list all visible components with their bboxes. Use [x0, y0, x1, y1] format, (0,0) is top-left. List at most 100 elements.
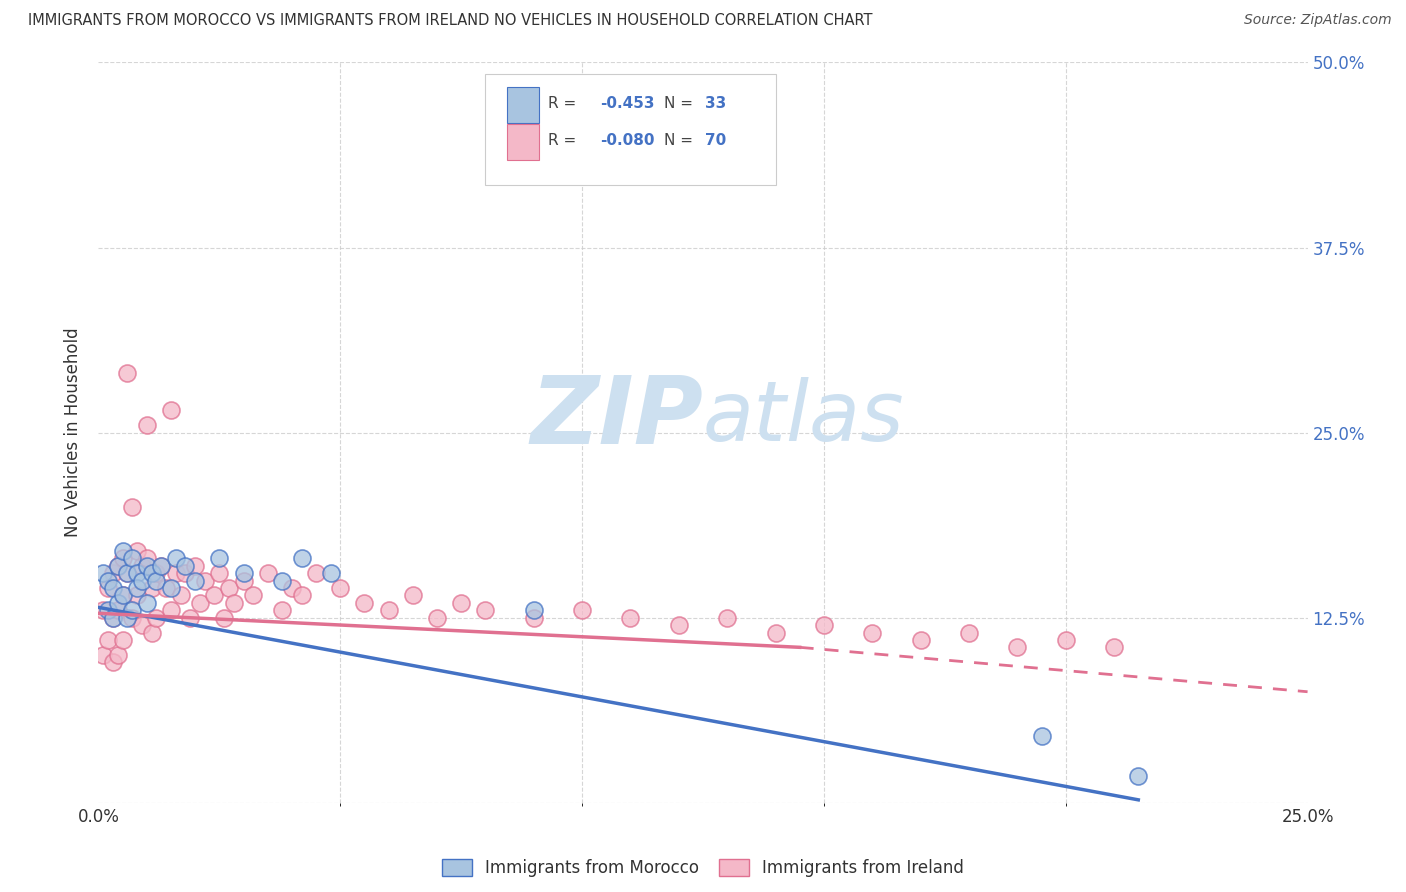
Text: N =: N =	[664, 133, 699, 148]
Point	[101, 610, 124, 624]
Point	[329, 581, 352, 595]
FancyBboxPatch shape	[485, 73, 776, 185]
Point	[256, 566, 278, 581]
Point	[160, 403, 183, 417]
Point	[97, 603, 120, 617]
Point	[101, 566, 124, 581]
Point	[131, 574, 153, 588]
Point	[290, 589, 312, 603]
Point	[668, 618, 690, 632]
Point	[232, 566, 254, 581]
Point	[145, 566, 167, 581]
Point	[218, 581, 240, 595]
Point	[111, 632, 134, 647]
Point	[619, 610, 641, 624]
Point	[91, 648, 114, 662]
Point	[188, 596, 211, 610]
Point	[353, 596, 375, 610]
Point	[101, 610, 124, 624]
Point	[135, 558, 157, 573]
Point	[91, 566, 114, 581]
Point	[101, 581, 124, 595]
Point	[121, 603, 143, 617]
Text: -0.453: -0.453	[600, 95, 655, 111]
Text: ZIP: ZIP	[530, 372, 703, 464]
Point	[1007, 640, 1029, 655]
Point	[523, 610, 546, 624]
Point	[165, 566, 187, 581]
Point	[1031, 729, 1053, 743]
Point	[957, 625, 980, 640]
Point	[97, 632, 120, 647]
Point	[127, 589, 149, 603]
Point	[204, 589, 226, 603]
Point	[474, 603, 496, 617]
Text: atlas: atlas	[703, 377, 904, 458]
Point	[813, 618, 835, 632]
Point	[117, 367, 139, 381]
Point	[179, 610, 201, 624]
Point	[1128, 769, 1150, 783]
Point	[127, 581, 149, 595]
Point	[107, 603, 129, 617]
Point	[160, 581, 183, 595]
Point	[305, 566, 328, 581]
Text: -0.080: -0.080	[600, 133, 655, 148]
Y-axis label: No Vehicles in Household: No Vehicles in Household	[65, 327, 83, 538]
Point	[174, 566, 197, 581]
Text: 33: 33	[706, 95, 727, 111]
Point	[145, 574, 167, 588]
Point	[117, 566, 139, 581]
Point	[222, 596, 245, 610]
Point	[121, 500, 143, 514]
Point	[111, 544, 134, 558]
Point	[111, 589, 134, 603]
Point	[107, 558, 129, 573]
Text: IMMIGRANTS FROM MOROCCO VS IMMIGRANTS FROM IRELAND NO VEHICLES IN HOUSEHOLD CORR: IMMIGRANTS FROM MOROCCO VS IMMIGRANTS FR…	[28, 13, 873, 29]
Point	[1102, 640, 1125, 655]
Point	[571, 603, 593, 617]
Point	[101, 655, 124, 669]
Point	[111, 589, 134, 603]
Point	[1054, 632, 1077, 647]
Point	[107, 596, 129, 610]
Point	[121, 610, 143, 624]
Legend: Immigrants from Morocco, Immigrants from Ireland: Immigrants from Morocco, Immigrants from…	[434, 852, 972, 883]
Point	[141, 581, 163, 595]
Point	[184, 558, 207, 573]
Point	[107, 558, 129, 573]
Point	[160, 603, 183, 617]
Text: 70: 70	[706, 133, 727, 148]
Point	[117, 566, 139, 581]
Point	[319, 566, 342, 581]
Point	[523, 603, 546, 617]
Point	[121, 551, 143, 566]
Point	[155, 581, 177, 595]
Text: R =: R =	[548, 133, 581, 148]
Point	[135, 418, 157, 433]
Point	[107, 648, 129, 662]
Point	[169, 589, 191, 603]
Point	[174, 558, 197, 573]
Point	[97, 581, 120, 595]
Point	[377, 603, 399, 617]
Point	[860, 625, 883, 640]
Point	[91, 603, 114, 617]
Text: N =: N =	[664, 95, 699, 111]
Point	[150, 558, 173, 573]
Text: Source: ZipAtlas.com: Source: ZipAtlas.com	[1244, 13, 1392, 28]
FancyBboxPatch shape	[508, 87, 538, 123]
Point	[212, 610, 235, 624]
Point	[135, 596, 157, 610]
Point	[131, 618, 153, 632]
Point	[194, 574, 217, 588]
Point	[232, 574, 254, 588]
Text: R =: R =	[548, 95, 581, 111]
Point	[97, 574, 120, 588]
Point	[402, 589, 425, 603]
Point	[281, 581, 304, 595]
Point	[716, 610, 738, 624]
Point	[242, 589, 264, 603]
Point	[271, 603, 294, 617]
Point	[145, 610, 167, 624]
